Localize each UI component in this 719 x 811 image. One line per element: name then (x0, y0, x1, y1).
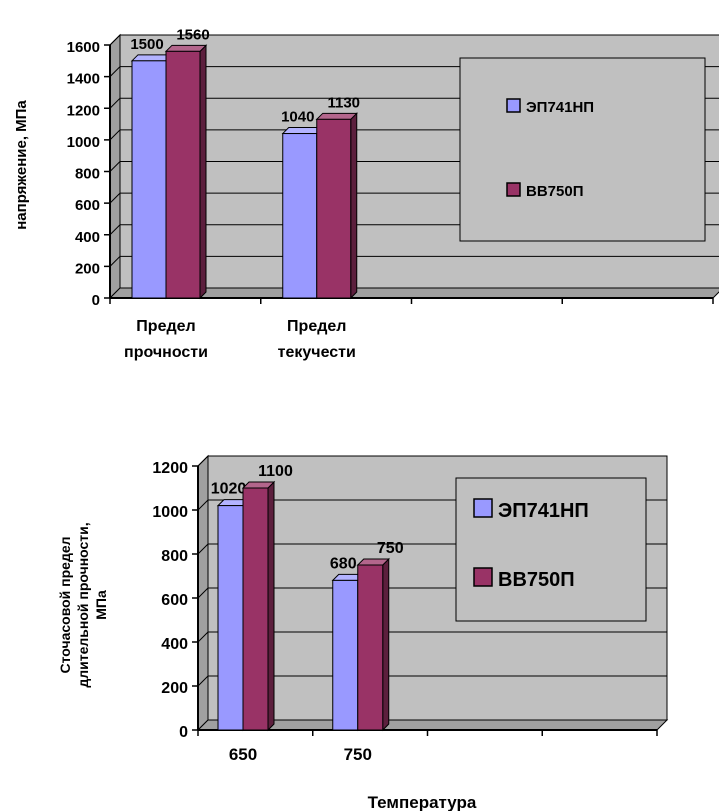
data-label: 680 (330, 555, 357, 572)
legend-label: ВВ750П (526, 183, 583, 200)
gridline (197, 631, 667, 643)
y-tick-label: 1200 (67, 102, 100, 119)
bar-side (199, 44, 207, 300)
y-tick-label: 1000 (152, 504, 188, 521)
legend-box (459, 57, 706, 242)
gridline (109, 255, 719, 267)
gridline (197, 455, 667, 467)
y-tick-label: 400 (161, 636, 188, 653)
chart-long-term-strength: 0 200 400 600 800 1000 1200 1020 1100 650 680 750 75… (57, 454, 669, 811)
bar-top (356, 558, 390, 566)
chart-yield-strength: 0 200 400 600 800 1000 1200 1400 1600 1500 1560 Пре… (13, 26, 719, 361)
x-category-label: Предел (136, 318, 195, 335)
x-axis-label: Температура (368, 793, 477, 811)
y-tick-label: 600 (75, 197, 100, 214)
legend-label: ЭП741НП (526, 99, 594, 116)
y-axis-label: Сточасовой предел длительной прочности, МП… (57, 522, 109, 687)
bar (332, 579, 359, 731)
y-tick-label: 0 (179, 724, 188, 741)
data-label: 1130 (327, 94, 360, 111)
legend-swatch (473, 567, 493, 587)
bar-side (350, 112, 358, 300)
bar-side (382, 557, 390, 732)
y-tick-label: 1600 (67, 39, 100, 56)
y-tick-label: 400 (75, 229, 100, 246)
data-label: 1040 (281, 109, 314, 126)
y-axis-label: напряжение, МПа (13, 100, 30, 230)
y-tick-label: 600 (161, 592, 188, 609)
data-label: 1020 (211, 481, 247, 498)
bar-top (164, 44, 208, 52)
legend-swatch (506, 182, 521, 197)
bar-top (241, 481, 276, 489)
legend-swatch (506, 98, 521, 113)
y-tick-label: 800 (75, 166, 100, 183)
legend-label: ЭП741НП (498, 500, 589, 522)
y-tick-label: 200 (161, 680, 188, 697)
y-tick-label: 1400 (67, 71, 100, 88)
y-tick-label: 0 (92, 292, 100, 309)
gridline (197, 675, 667, 687)
gridline (109, 34, 719, 46)
bar-top (315, 112, 358, 120)
bar (131, 60, 167, 299)
x-category-label: 650 (229, 745, 257, 764)
bar (357, 564, 384, 731)
y-axis-label-line: МПа (93, 590, 109, 620)
legend-swatch (473, 498, 493, 518)
data-label: 1560 (176, 26, 209, 43)
y-tick-label: 1000 (67, 134, 100, 151)
data-label: 1100 (258, 463, 293, 480)
data-label: 750 (377, 540, 404, 557)
data-label: 1500 (130, 36, 163, 53)
y-axis-label-line: напряжение, МПа (13, 100, 30, 230)
y-tick-label: 200 (75, 260, 100, 277)
bar (316, 118, 352, 299)
y-axis-label-line: Сточасовой предел (57, 536, 73, 673)
legend-label: ВВ750П (498, 569, 575, 591)
bar (282, 133, 318, 299)
bar (165, 50, 201, 299)
bar (242, 487, 269, 731)
y-axis-label-line: длительной прочности, (75, 522, 91, 687)
x-category-label: прочности (124, 344, 208, 361)
bar-side (267, 480, 275, 732)
x-category-label: текучести (278, 344, 356, 361)
x-category-label: Предел (287, 318, 346, 335)
y-tick-label: 800 (161, 548, 188, 565)
y-tick-label: 1200 (152, 460, 188, 477)
bar (217, 505, 244, 731)
x-category-label: 750 (344, 745, 372, 764)
